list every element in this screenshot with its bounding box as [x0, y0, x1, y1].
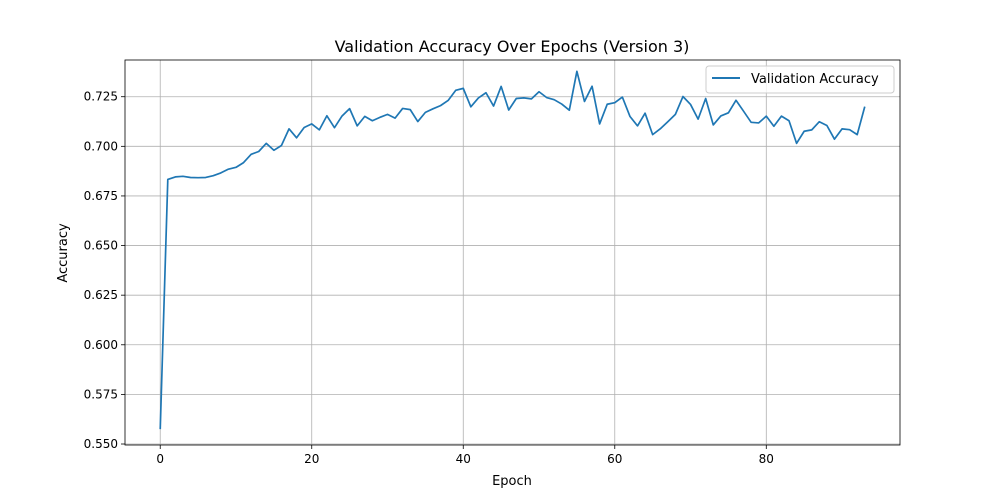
y-axis-label: Accuracy [56, 223, 71, 283]
y-tick-label: 0.700 [84, 139, 118, 153]
y-tick-label: 0.675 [84, 189, 118, 203]
y-tick-label: 0.725 [84, 90, 118, 104]
legend-label: Validation Accuracy [751, 72, 879, 87]
y-tick-label: 0.600 [84, 338, 118, 352]
y-axis-ticks: 0.550 0.575 0.600 0.625 0.650 0.675 0.700 0.725 [84, 90, 125, 451]
y-tick-label: 0.575 [84, 387, 118, 401]
x-tick-label: 60 [607, 452, 622, 466]
y-tick-label: 0.550 [84, 437, 118, 451]
x-tick-label: 0 [156, 452, 164, 466]
legend: Validation Accuracy [705, 65, 895, 94]
x-axis-ticks: 0 20 40 60 80 [156, 445, 774, 466]
y-tick-label: 0.650 [84, 239, 118, 253]
grid-lines [125, 60, 900, 445]
legend-box [705, 65, 895, 94]
y-tick-label: 0.625 [84, 288, 118, 302]
series-layer [159, 70, 866, 430]
chart-title: Validation Accuracy Over Epochs (Version… [335, 37, 690, 56]
x-tick-label: 40 [456, 452, 471, 466]
x-axis-label: Epoch [492, 474, 532, 489]
x-tick-label: 80 [759, 452, 774, 466]
series-line-validation-accuracy [159, 70, 866, 430]
x-tick-label: 20 [304, 452, 319, 466]
plot-area-frame [124, 59, 901, 446]
